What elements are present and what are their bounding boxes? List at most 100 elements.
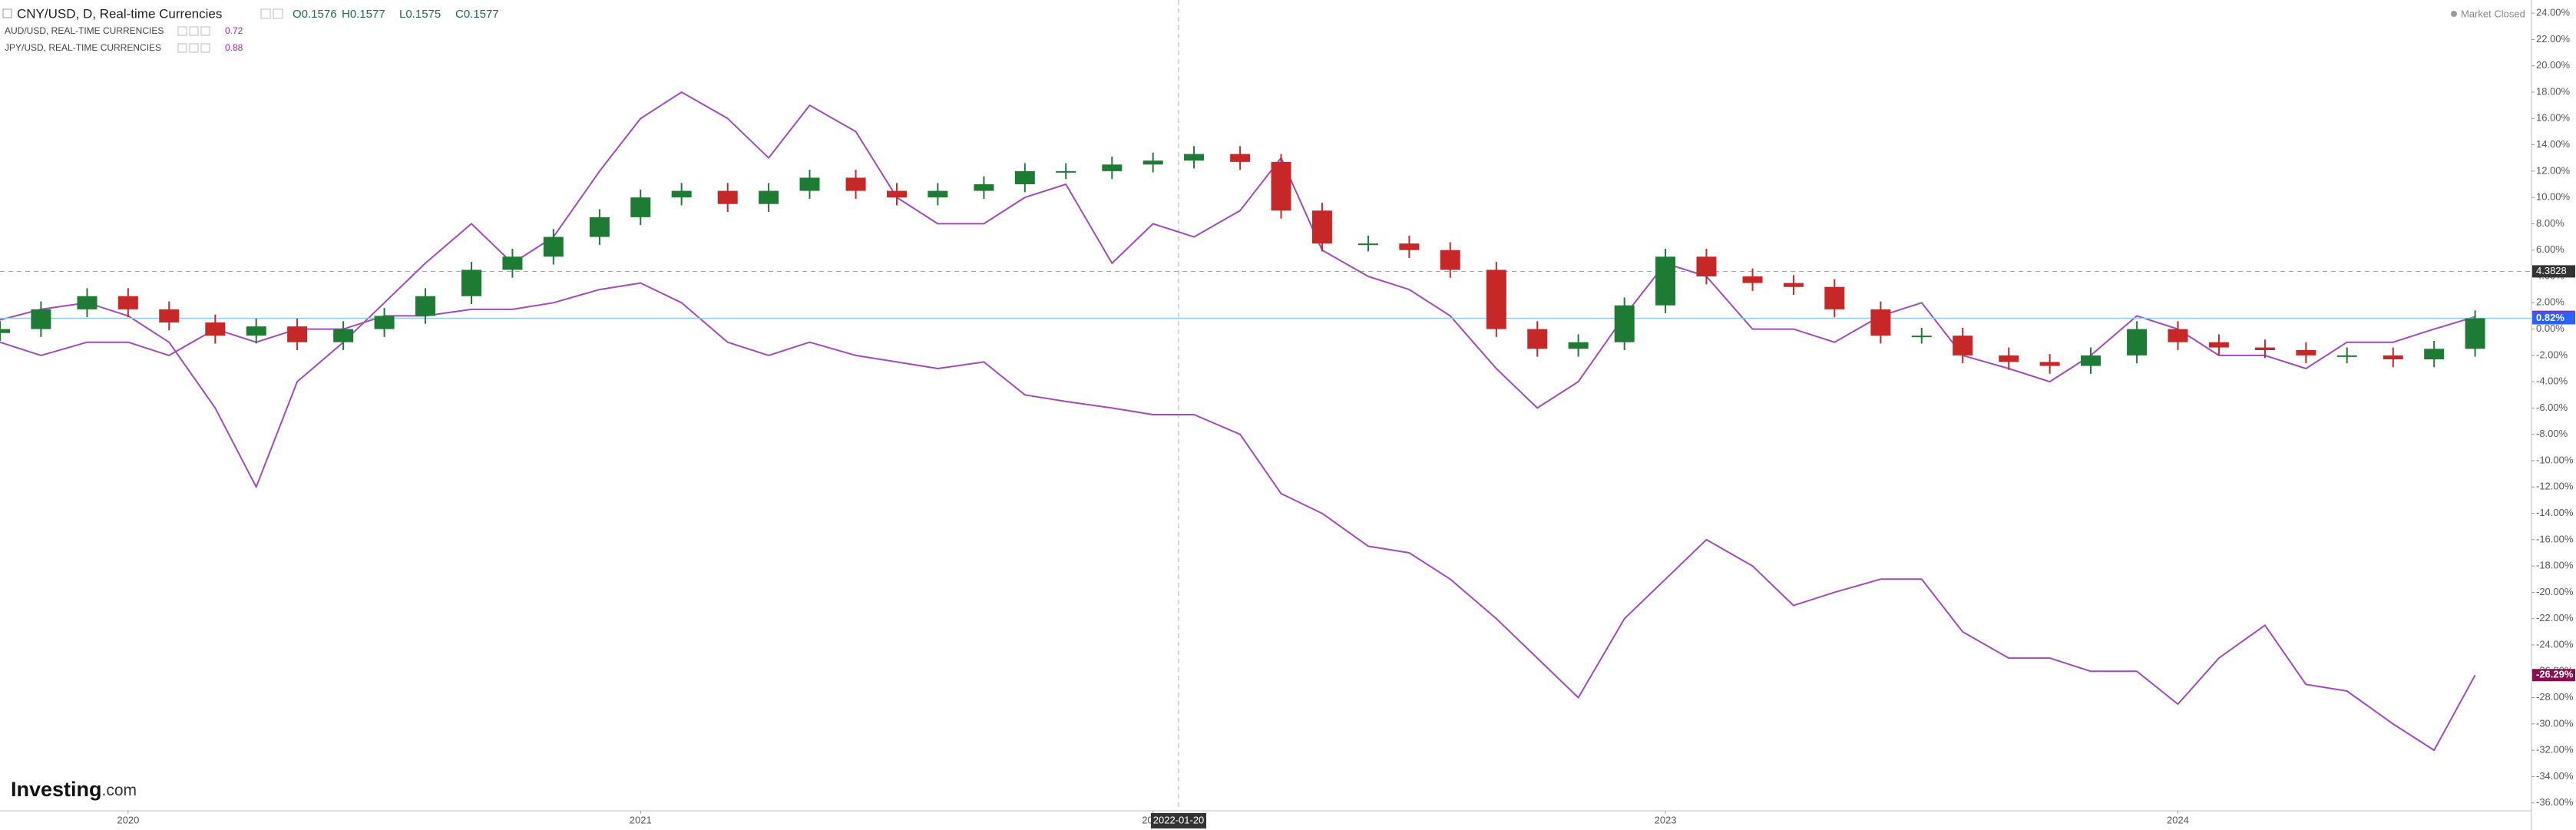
series-line [0,282,2476,752]
candle-body [1271,161,1291,211]
brand: Investing [11,778,102,801]
hide-icon[interactable] [189,26,199,36]
y-tick-label: -8.00% [2536,428,2568,439]
candle-body [543,236,564,257]
candle-body [1143,160,1163,165]
y-tick-label: 22.00% [2536,33,2571,45]
remove-icon[interactable] [200,26,210,36]
remove-icon[interactable] [200,43,210,53]
candle-body [333,329,354,342]
crosshair-y-box [2532,265,2575,278]
candle-body [1311,210,1332,244]
y-tick-label: -30.00% [2536,717,2574,729]
legend-name: AUD/USD, REAL-TIME CURRENCIES [5,25,164,36]
candle-body [77,296,98,309]
candle-body [1568,342,1589,349]
candle-body [31,309,51,329]
market-status: Market Closed [2461,8,2525,19]
y-tick-label: 20.00% [2536,59,2571,71]
candle-body [759,190,779,204]
y-tick-label: -16.00% [2536,533,2574,544]
y-tick-label: -10.00% [2536,454,2574,465]
ohlc-high: H0.1577 [342,8,385,21]
candle-body [246,326,266,336]
candle-body [2208,342,2229,348]
candle-body [1399,243,1420,250]
brand-logo: Investing.com [11,778,137,801]
candle-body [589,217,610,237]
candle-body [717,190,738,204]
settings-icon[interactable] [177,26,187,36]
candle-body [1357,243,1378,246]
candle-body [1184,154,1205,161]
hide-icon[interactable] [189,43,199,53]
candle-body [0,329,10,333]
y-tick-label: -22.00% [2536,612,2574,623]
candle-body [845,177,866,191]
legend-value: 0.72 [225,25,243,36]
y-tick-label: -24.00% [2536,638,2574,650]
x-tick-label: 2021 [630,814,652,825]
candle-body [974,184,994,191]
last-value-box [2532,669,2575,682]
x-tick-label: 2024 [2167,814,2189,825]
candle-body [117,296,138,309]
y-tick-label: 0.00% [2536,322,2564,334]
y-tick-label: -18.00% [2536,560,2574,571]
candle-body [1783,283,1804,287]
settings-icon[interactable] [260,8,271,19]
ohlc-low: L0.1575 [399,8,441,21]
header: CNY/USD, D, Real-time Currencies O0.1576… [2,6,2525,53]
candle-body [461,270,482,296]
candle-body [1953,336,1973,355]
settings-icon[interactable] [177,43,187,53]
candle-body [671,190,692,198]
y-tick-label: 24.00% [2536,7,2571,18]
legend-value: 0.88 [225,42,243,53]
y-tick-label: -34.00% [2536,770,2574,782]
candle-body [2336,355,2357,357]
candle-body [886,190,907,198]
y-tick-label: -14.00% [2536,507,2574,518]
candle-body [1655,256,1676,306]
ohlc-close: C0.1577 [455,8,499,21]
candle-body [2081,355,2101,366]
hide-icon[interactable] [273,8,283,19]
ohlc-open: O0.1576 [293,8,337,21]
candle-body [2465,318,2485,349]
candle-body [1486,270,1506,329]
x-tick-label: 2023 [1655,814,1677,825]
y-tick-label: 16.00% [2536,112,2571,124]
legend-name: JPY/USD, REAL-TIME CURRENCIES [5,42,161,53]
y-tick-label: -2.00% [2536,349,2568,360]
y-tick-label: 8.00% [2536,217,2564,229]
y-tick-label: 14.00% [2536,138,2571,150]
crosshair-x-box [1151,813,1207,828]
crosshair-y-label: 4.3828 [2536,265,2567,276]
y-tick-label: -32.00% [2536,744,2574,756]
series-line [0,91,2475,488]
collapse-icon[interactable] [2,8,12,18]
candle-body [2127,329,2148,355]
brand-suffix: .com [102,782,137,799]
y-tick-label: -20.00% [2536,586,2574,597]
candle-body [1742,276,1763,283]
candle-body [502,256,523,270]
candle-body [159,309,180,322]
candle-body [2254,347,2275,350]
candle-body [1911,336,1932,338]
last-value-box [2532,312,2575,325]
candle-body [2168,329,2188,342]
candle-body [1440,250,1460,270]
candle-body [1056,170,1076,173]
y-tick-label: -4.00% [2536,375,2568,387]
candle-body [1014,170,1035,184]
candle-body [2383,355,2403,359]
y-tick-label: 12.00% [2536,164,2571,176]
candle-body [2039,362,2060,366]
y-tick-label: -36.00% [2536,796,2574,808]
candle-body [287,326,308,342]
candle-body [2296,350,2316,355]
